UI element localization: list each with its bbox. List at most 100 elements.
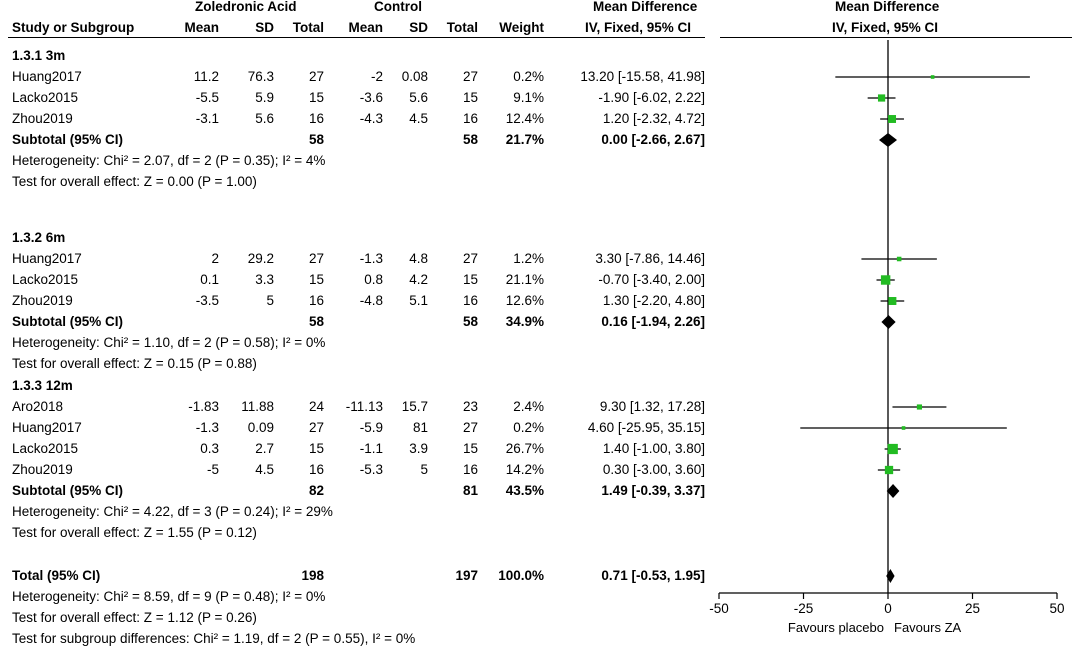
x-tick-label: -50 [709,601,729,616]
study-n2: 15 [462,272,478,287]
subtotal-label: Subtotal (95% CI) [12,132,124,147]
col-total2: Total [446,20,478,35]
subtotal-n1: 58 [308,314,324,329]
subtotal-label: Subtotal (95% CI) [12,314,124,329]
study-m2: -11.13 [345,399,383,414]
study-sd1: 11.88 [241,399,274,414]
study-sd1: 29.2 [247,251,274,266]
study-weight: 21.1% [505,272,544,287]
study-weight: 1.2% [513,251,544,266]
header-rule-2 [720,37,1072,38]
study-n1: 16 [308,462,324,477]
study-name: Zhou2019 [12,462,73,477]
forest-plot: -50 -25 0 25 50 Favours placebo Favours ZA [709,40,1065,635]
study-m1: 0.1 [200,272,219,287]
col-sd2: SD [409,20,428,35]
total-overall-effect-text: Test for overall effect: Z = 1.12 (P = 0… [12,610,257,625]
study-weight: 26.7% [505,441,544,456]
subtotal-diamond [881,315,896,329]
study-ci: 3.30 [-7.86, 14.46] [595,251,705,266]
study-sd2: 0.08 [401,69,428,84]
subtotal-diamond [886,484,900,498]
col-study: Study or Subgroup [12,20,135,35]
subtotal-n2: 58 [462,132,478,147]
study-name: Huang2017 [12,251,82,266]
study-m1: -3.1 [195,111,219,126]
study-n1: 15 [308,90,324,105]
col-mean2: Mean [348,20,383,35]
study-weight: 9.1% [513,90,544,105]
study-weight: 14.2% [505,462,544,477]
subgroup-label: 1.3.2 6m [12,230,66,245]
study-m2: -4.8 [359,293,383,308]
effect-square [930,75,935,79]
study-n1: 24 [308,399,324,414]
overall-effect-text: Test for overall effect: Z = 1.55 (P = 0… [12,525,257,540]
x-tick-label: 0 [884,601,892,616]
study-n1: 15 [308,272,324,287]
study-sd1: 5.6 [255,111,274,126]
effect-square [887,443,898,455]
study-ci: 9.30 [1.32, 17.28] [599,399,705,414]
study-sd1: 0.09 [247,420,274,435]
heterogeneity-text: Heterogeneity: Chi² = 1.10, df = 2 (P = … [12,335,326,350]
subtotal-ci: 0.00 [-2.66, 2.67] [601,132,705,147]
x-tick-label: 50 [1049,601,1064,616]
study-n1: 27 [308,69,324,84]
group2-header: Control [374,0,422,14]
subtotal-weight: 21.7% [505,132,544,147]
study-name: Huang2017 [12,420,82,435]
study-ci: 4.60 [-25.95, 35.15] [587,420,705,435]
study-ci: 1.40 [-1.00, 3.80] [602,441,705,456]
study-weight: 2.4% [513,399,544,414]
x-tick-label: 25 [965,601,980,616]
header-rule-1 [8,37,705,38]
study-m2: -1.1 [359,441,383,456]
plot-header: Mean Difference [835,0,940,14]
study-ci: 0.30 [-3.00, 3.60] [602,462,705,477]
subtotal-weight: 34.9% [505,314,544,329]
study-name: Lacko2015 [12,90,79,105]
subtotal-n1: 58 [308,132,324,147]
md-header: Mean Difference [593,0,698,14]
effect-square [888,115,897,123]
study-n2: 15 [462,441,478,456]
col-weight: Weight [499,20,544,35]
study-n1: 15 [308,441,324,456]
subtotal-n2: 81 [462,483,478,498]
subtotal-ci: 1.49 [-0.39, 3.37] [601,483,705,498]
study-n1: 16 [308,111,324,126]
study-n1: 27 [308,251,324,266]
study-m2: -1.3 [359,251,383,266]
study-n2: 16 [462,111,478,126]
study-n2: 15 [462,90,478,105]
heterogeneity-text: Heterogeneity: Chi² = 2.07, df = 2 (P = … [12,153,326,168]
study-sd2: 4.2 [409,272,428,287]
study-n2: 27 [462,420,478,435]
study-weight: 12.6% [505,293,544,308]
study-sd1: 5 [266,293,274,308]
study-m1: 0.3 [200,441,219,456]
study-sd2: 4.5 [409,111,428,126]
study-n2: 27 [462,251,478,266]
study-sd2: 15.7 [401,399,428,414]
subtotal-diamond [879,133,898,147]
effect-square [884,465,894,475]
total-heterogeneity-text: Heterogeneity: Chi² = 8.59, df = 9 (P = … [12,589,326,604]
subgroup-label: 1.3.1 3m [12,48,66,63]
study-sd2: 3.9 [409,441,428,456]
subtotal-weight: 43.5% [505,483,544,498]
study-sd2: 5.6 [409,90,428,105]
study-sd1: 5.9 [255,90,274,105]
total-label: Total (95% CI) [12,568,101,583]
study-m2: -5.3 [359,462,383,477]
study-m1: -1.3 [195,420,219,435]
subtotal-n2: 58 [462,314,478,329]
study-ci: -0.70 [-3.40, 2.00] [598,272,705,287]
study-sd1: 2.7 [255,441,274,456]
overall-effect-text: Test for overall effect: Z = 0.00 (P = 1… [12,174,257,189]
study-m1: -1.83 [188,399,219,414]
effect-square [916,404,923,410]
total-n2: 197 [455,568,478,583]
study-m1: -3.5 [195,293,219,308]
